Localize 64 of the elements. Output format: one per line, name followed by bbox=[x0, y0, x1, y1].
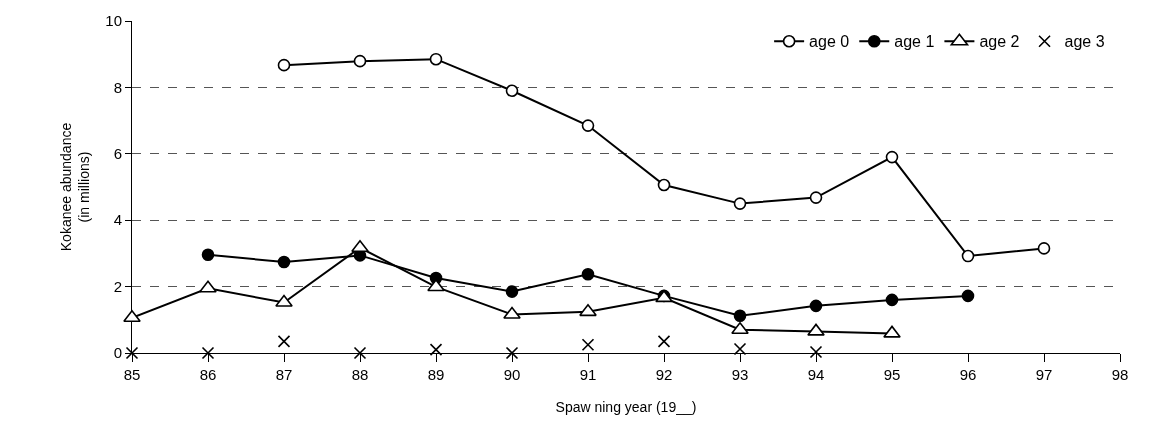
point bbox=[1037, 242, 1051, 255]
x-axis-title: Spaw ning year (19__) bbox=[555, 399, 697, 416]
point bbox=[505, 285, 519, 298]
point bbox=[809, 345, 823, 359]
point bbox=[885, 293, 899, 307]
point bbox=[201, 346, 215, 360]
point bbox=[961, 289, 975, 303]
point bbox=[277, 335, 291, 348]
x-tick-label: 93 bbox=[731, 366, 749, 383]
point bbox=[733, 197, 747, 210]
point bbox=[733, 342, 747, 356]
point bbox=[809, 299, 823, 313]
x-tick-label: 85 bbox=[123, 366, 141, 383]
x-tick-label: 86 bbox=[199, 366, 217, 383]
point bbox=[429, 52, 443, 66]
legend-label: age 0 bbox=[809, 33, 850, 51]
point bbox=[731, 321, 749, 335]
point bbox=[123, 310, 141, 323]
x-tick-label: 87 bbox=[275, 366, 293, 383]
x-tick-label: 92 bbox=[655, 366, 673, 383]
point bbox=[353, 54, 367, 68]
x-tick-label: 95 bbox=[883, 366, 901, 383]
point bbox=[581, 338, 595, 351]
point bbox=[277, 255, 291, 269]
y-tick-label: 8 bbox=[113, 78, 122, 96]
point bbox=[201, 248, 215, 262]
legend-label: age 3 bbox=[1064, 33, 1105, 51]
x-tick-label: 90 bbox=[503, 366, 521, 383]
point bbox=[429, 343, 443, 356]
x-tick-label: 97 bbox=[1035, 366, 1053, 383]
point bbox=[505, 84, 519, 98]
point bbox=[733, 309, 747, 323]
point bbox=[275, 294, 293, 307]
point bbox=[807, 323, 825, 336]
x-tick-label: 98 bbox=[1111, 366, 1129, 383]
x-tick-label: 89 bbox=[427, 366, 445, 383]
point bbox=[199, 280, 217, 293]
x-tick-label: 91 bbox=[579, 366, 597, 383]
y-tick-label: 2 bbox=[113, 277, 122, 295]
x-tick-label: 94 bbox=[807, 366, 825, 383]
x-tick-label: 88 bbox=[351, 366, 369, 383]
y-tick-label: 0 bbox=[113, 344, 122, 362]
point bbox=[581, 119, 595, 132]
point bbox=[351, 239, 369, 253]
point bbox=[505, 346, 519, 360]
point bbox=[657, 335, 671, 348]
point bbox=[883, 325, 901, 338]
point bbox=[809, 191, 823, 204]
point bbox=[885, 150, 899, 164]
y-tick-label: 10 bbox=[105, 12, 122, 30]
y-tick-label: 4 bbox=[113, 211, 122, 229]
point bbox=[427, 279, 445, 292]
point bbox=[961, 249, 975, 263]
legend-label: age 2 bbox=[979, 33, 1020, 51]
x-tick-label: 96 bbox=[959, 366, 977, 383]
point bbox=[277, 58, 291, 72]
point bbox=[657, 178, 671, 192]
point bbox=[579, 304, 597, 317]
y-axis-title: Kokanee abundance (in millions) bbox=[57, 122, 92, 252]
legend-label: age 1 bbox=[894, 33, 935, 51]
point bbox=[353, 346, 367, 360]
point bbox=[503, 306, 521, 319]
point bbox=[581, 268, 595, 281]
y-tick-label: 6 bbox=[113, 145, 122, 163]
